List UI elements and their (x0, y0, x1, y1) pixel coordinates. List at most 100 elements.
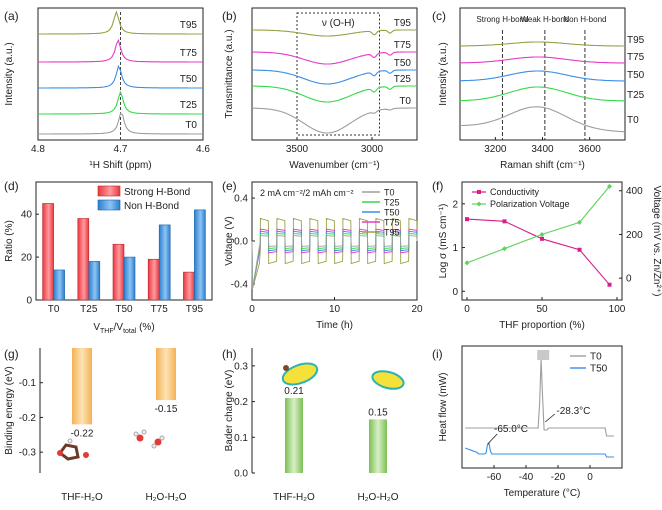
polarization-point (607, 183, 612, 189)
atom-icon (154, 438, 162, 446)
plot-frame (461, 345, 623, 469)
charge-density-icon (281, 362, 319, 386)
x-tick-label: 4.6 (196, 144, 210, 155)
panel-label: (c) (432, 9, 446, 23)
y-tick-label: 0.2 (234, 397, 248, 408)
polarization-point (577, 219, 582, 225)
legend-label: T0 (384, 188, 395, 198)
bar-value-label: 0.15 (368, 407, 388, 418)
y-tick-label: 0.4 (234, 194, 248, 205)
series-line-conductivity (466, 218, 610, 286)
x-category-label: H₂O-H₂O (357, 492, 398, 503)
series-line-T50 (38, 64, 203, 89)
y-axis-label: Log σ (mS cm⁻¹) (438, 204, 449, 279)
series-label: T0 (185, 120, 197, 131)
series-label: T25 (627, 90, 645, 101)
series-line-T95 (38, 10, 203, 35)
ring-icon (57, 443, 80, 461)
panel-label: (f) (432, 179, 443, 193)
annotation-T50-peak: -65.0°C (494, 424, 528, 435)
x-tick-label: 4.8 (31, 144, 45, 155)
y-axis-label: Bader charge (eV) (224, 370, 235, 452)
series-label: T0 (627, 115, 639, 126)
x-tick-label: 0 (587, 472, 593, 483)
plot-frame (251, 7, 418, 141)
y-axis-label: Heat flow (mW) (438, 373, 449, 442)
series-line-T95 (252, 29, 417, 37)
x-category-label: THF-H₂O (273, 492, 315, 503)
x-category-label: H₂O-H₂O (145, 492, 186, 503)
atom-icon (133, 431, 139, 437)
polarization-point (502, 246, 507, 252)
series-line-T0 (460, 106, 626, 133)
series-line-polarization (466, 186, 610, 264)
bar-H₂O-H₂O (369, 419, 387, 473)
atom-icon (159, 435, 165, 441)
x-category-label: THF-H₂O (61, 492, 103, 503)
x-tick-label: 3200 (484, 144, 507, 155)
bar-non-T50 (123, 256, 136, 301)
x-tick-label: 3500 (286, 144, 309, 155)
legend-marker-conductivity (477, 190, 481, 194)
series-label: T95 (180, 20, 198, 31)
x-axis-label-part: total (123, 328, 137, 335)
atom-icon (283, 365, 289, 371)
series-label: T50 (394, 58, 412, 69)
x-tick-label: 50 (536, 304, 548, 315)
bar-THF-H₂O (285, 398, 303, 473)
cycling-condition: 2 mA cm⁻²/2 mAh cm⁻² (260, 188, 354, 198)
legend-marker-polarization (476, 201, 482, 207)
series-label: T50 (180, 74, 198, 85)
x-tick-label: 3400 (531, 144, 554, 155)
region-annotation: ν (O-H) (322, 18, 355, 29)
legend-label: T50 (384, 208, 400, 218)
isosurface-icon (371, 370, 405, 390)
panel-label: (g) (4, 347, 19, 361)
guide-annotation: Strong H-bond (476, 15, 528, 24)
panel-i: (i) -60 -40 -20 0 Temperature (°C) Heat flow (… (432, 345, 623, 499)
series-label: T0 (399, 96, 411, 107)
y-tick-label: -0.4 (231, 279, 249, 290)
series-line-T0 (38, 112, 203, 135)
panel-d: (d) 0 20 40 Ratio (%) T0 T25 T50 T75 T95 Strong H-… (4, 179, 213, 335)
thf-water-molecule-icon (57, 438, 89, 461)
polarization-point (464, 260, 470, 266)
y-axis-label: Intensity (a.u.) (438, 42, 449, 105)
guide-annotation: Non H-bond (563, 15, 606, 24)
y-tick-label: -0.1 (19, 378, 37, 389)
y-axis-label: Intensity (a.u.) (4, 42, 15, 105)
bar-value-label: -0.22 (71, 428, 94, 439)
x-tick-label: 3600 (579, 144, 602, 155)
series-line-T0 (465, 359, 614, 437)
plot-frame (459, 7, 626, 141)
legend-label: Strong H-Bond (124, 187, 190, 198)
series-label: T75 (627, 52, 645, 63)
series-label: T75 (180, 48, 198, 59)
atom-icon (83, 452, 89, 458)
bar-non-T25 (88, 261, 101, 301)
bar-non-T75 (158, 224, 171, 301)
series-line-T25 (252, 85, 417, 103)
series-line-T75 (252, 51, 417, 65)
panel-label: (d) (4, 179, 19, 193)
legend-swatch-strong (97, 185, 121, 197)
panel-g: (g) -0.1 -0.2 -0.3 Binding energy (eV) -0.22 T… (4, 347, 187, 503)
y-tick-label: 0 (26, 296, 32, 307)
x-tick-label: 20 (411, 304, 423, 315)
panel-c: (c) 3200 3400 3600 Raman shift (cm⁻¹) Intensi… (432, 7, 645, 171)
region-box (296, 12, 380, 136)
conductivity-point (607, 282, 612, 287)
polarization-point (539, 231, 545, 237)
legend-label: T75 (384, 218, 400, 228)
bar-strong-T95 (183, 271, 195, 301)
legend-label: T0 (590, 352, 602, 363)
x-tick-label: T50 (115, 304, 133, 315)
peak-cap-marker (537, 350, 550, 360)
y-tick-label: 20 (21, 253, 33, 264)
legend-label: Conductivity (490, 187, 540, 197)
bar-strong-T50 (112, 243, 125, 301)
y-tick-label: 0 (452, 287, 458, 298)
conductivity-point (502, 219, 507, 224)
conductivity-point (540, 236, 544, 241)
